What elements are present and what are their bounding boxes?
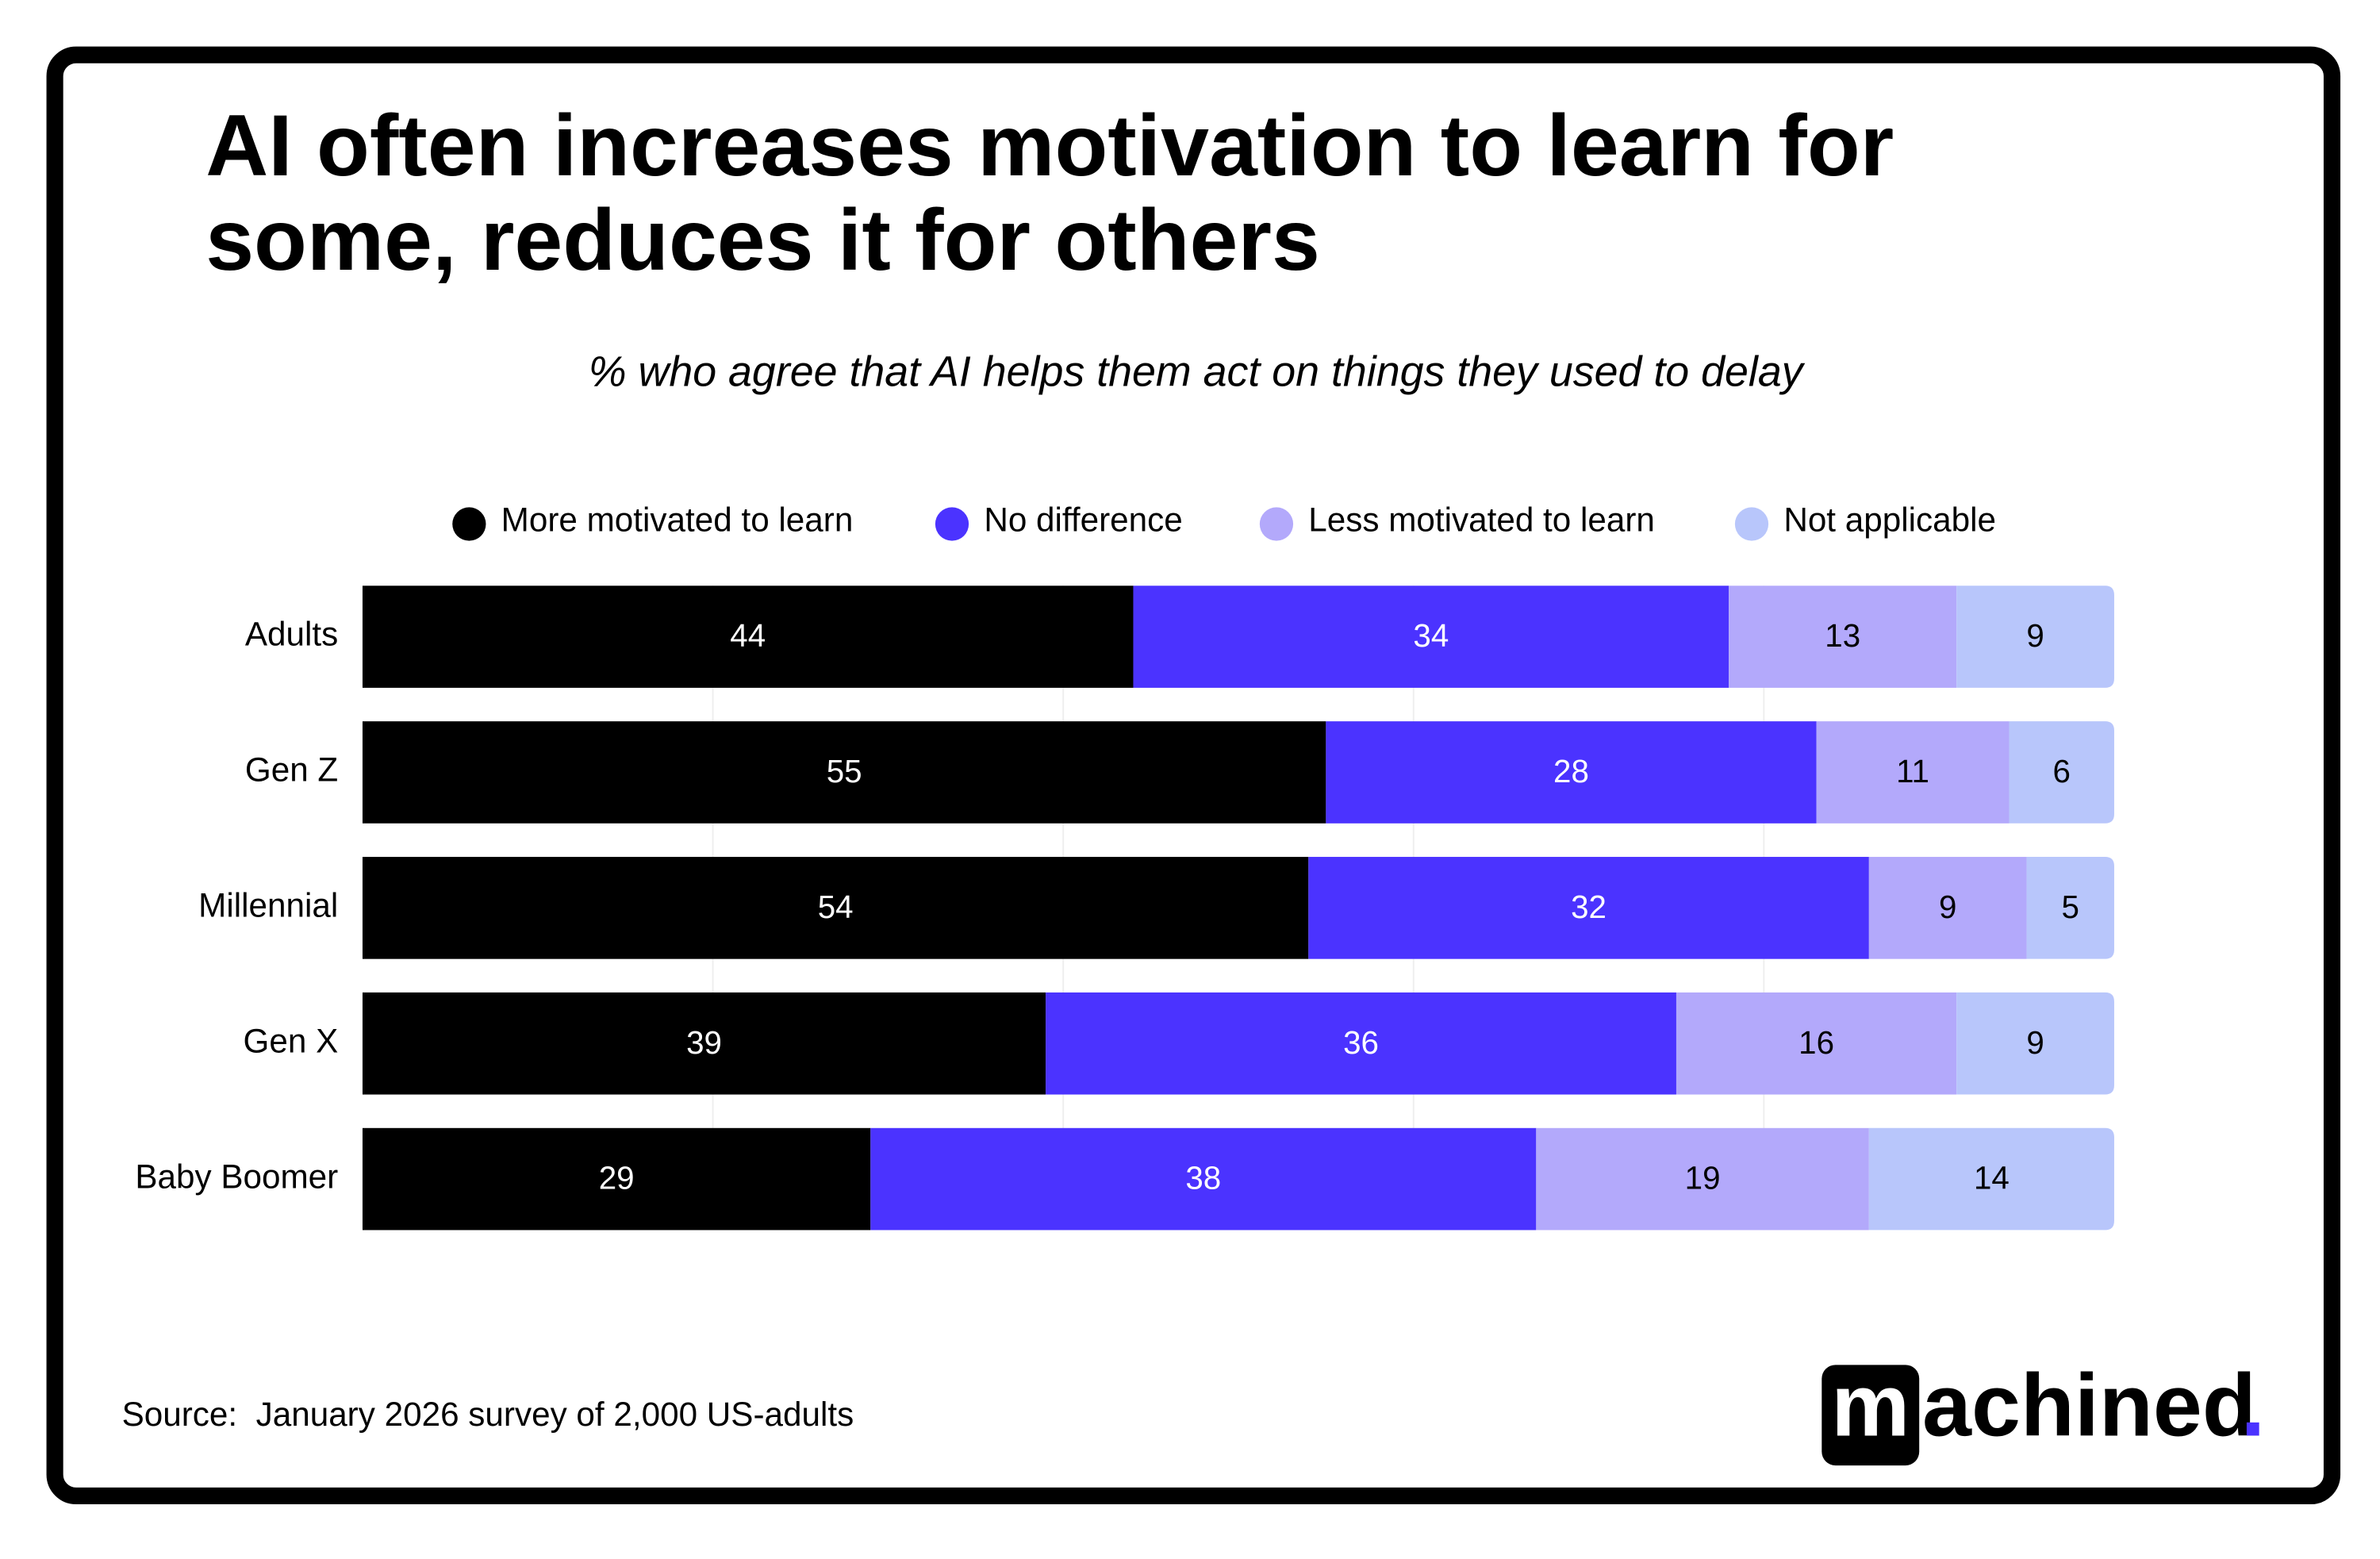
bar-segment — [870, 1127, 1537, 1231]
value-label: 16 — [1798, 1024, 1834, 1061]
value-label: 44 — [730, 617, 766, 654]
bar-segment — [1868, 1127, 2114, 1231]
legend-swatch — [1259, 507, 1294, 541]
value-label: 36 — [1343, 1024, 1379, 1061]
value-label: 5 — [2062, 889, 2079, 925]
chart-subtitle: % who agree that AI helps them act on th… — [589, 348, 1806, 396]
bar-segment — [1046, 992, 1676, 1095]
bar-segment — [1956, 586, 2114, 688]
legend-label: More motivated to learn — [501, 501, 854, 539]
bar-segment — [362, 721, 1326, 824]
bar-segment — [1676, 992, 1957, 1095]
bar-segment — [362, 857, 1309, 959]
bar-segment — [1326, 721, 1817, 824]
bar-segment — [1729, 586, 1957, 688]
legend-swatch — [452, 507, 486, 541]
chart-title: AI often increases motivation to learn f… — [205, 98, 1894, 194]
bar-segment — [1133, 586, 1729, 688]
value-label: 9 — [2026, 617, 2044, 654]
logo-box — [1821, 1365, 1920, 1466]
value-label: 28 — [1553, 753, 1589, 789]
bar-segment — [1816, 721, 2010, 824]
y-tick-label: Gen Z — [245, 751, 338, 789]
value-label: 13 — [1825, 617, 1860, 654]
value-label: 54 — [818, 889, 854, 925]
value-label: 32 — [1571, 889, 1606, 925]
value-label: 39 — [686, 1024, 722, 1061]
logo: m — [1831, 1355, 1910, 1454]
bar-segment — [1868, 857, 2027, 959]
value-label: 29 — [599, 1160, 635, 1196]
y-tick-label: Baby Boomer — [135, 1158, 338, 1195]
value-label: 11 — [1896, 753, 1929, 789]
value-label: 55 — [827, 753, 862, 789]
value-label: 9 — [1939, 889, 1956, 925]
bar-segment — [362, 586, 1134, 688]
bar-segment — [1536, 1127, 1869, 1231]
value-label: 19 — [1685, 1160, 1721, 1196]
y-tick-label: Gen X — [244, 1022, 339, 1059]
legend-swatch — [935, 507, 969, 541]
value-label: 9 — [2026, 1024, 2044, 1061]
logo: . — [2240, 1355, 2265, 1454]
bar-segment — [362, 992, 1046, 1095]
bar-segment — [362, 1127, 871, 1231]
bar-segment — [1956, 992, 2114, 1095]
value-label: 14 — [1974, 1160, 2010, 1196]
y-tick-label: Millennial — [198, 887, 338, 924]
value-label: 6 — [2053, 753, 2071, 789]
logo: achined — [1922, 1355, 2256, 1454]
value-label: 34 — [1413, 617, 1449, 654]
chart-title: some, reduces it for others — [205, 192, 1320, 289]
legend-label: Less motivated to learn — [1308, 501, 1655, 539]
bar-segment — [2009, 721, 2114, 824]
bar-segment — [1308, 857, 1869, 959]
legend-label: No difference — [984, 501, 1182, 539]
source: Source: January 2026 survey of 2,000 US-… — [122, 1396, 854, 1433]
bar-segment — [2026, 857, 2114, 959]
y-tick-label: Adults — [245, 616, 338, 653]
legend-label: Not applicable — [1783, 501, 1996, 539]
legend-swatch — [1734, 507, 1769, 541]
value-label: 38 — [1185, 1160, 1221, 1196]
